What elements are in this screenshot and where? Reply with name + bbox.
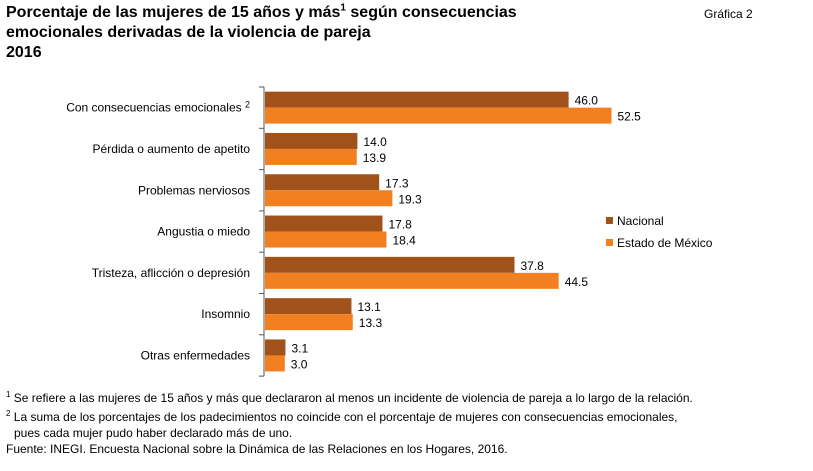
source-note: Fuente: INEGI. Encuesta Nacional sobre l… xyxy=(6,442,508,456)
data-label: 13.1 xyxy=(357,300,381,314)
bar-nacional xyxy=(265,215,383,232)
bar-chart: Con consecuencias emocionales 2 46.0 52.5 P… xyxy=(66,86,713,377)
data-label: 17.8 xyxy=(388,218,412,232)
bar-estado-de-mexico xyxy=(265,148,357,165)
data-label: 19.3 xyxy=(398,192,422,206)
bar-estado-de-mexico xyxy=(265,272,559,289)
data-label: 52.5 xyxy=(618,110,642,124)
footnotes: 1 Se refiere a las mujeres de 15 años y … xyxy=(6,387,806,457)
bar-estado-de-mexico xyxy=(265,190,393,207)
bar-estado-de-mexico xyxy=(265,314,353,331)
bar-nacional xyxy=(265,298,352,315)
data-label: 44.5 xyxy=(565,275,589,289)
data-label: 17.3 xyxy=(385,176,409,190)
data-label: 3.1 xyxy=(291,341,308,355)
legend-swatch xyxy=(606,217,613,224)
bar-nacional xyxy=(265,91,569,108)
category-label: Con consecuencias emocionales 2 xyxy=(66,100,250,115)
data-label: 13.3 xyxy=(359,316,383,330)
bar-estado-de-mexico xyxy=(265,355,285,372)
title-footnote-mark: 1 xyxy=(340,2,346,14)
category-label: Otras enfermedades xyxy=(141,348,250,362)
footnote-2-continuation: pues cada mujer pudo haber declarado más… xyxy=(14,426,293,440)
title-year: 2016 xyxy=(6,44,42,61)
bar-estado-de-mexico xyxy=(265,107,612,124)
title-line2: emocionales derivadas de la violencia de… xyxy=(6,24,371,41)
bar-nacional xyxy=(265,132,358,149)
category-label: Insomnio xyxy=(201,307,250,321)
category-label: Problemas nerviosos xyxy=(138,183,250,197)
footnote-2: 2 La suma de los porcentajes de los pade… xyxy=(6,409,678,424)
bar-nacional xyxy=(265,339,286,356)
bar-nacional xyxy=(265,256,515,273)
data-label: 18.4 xyxy=(392,234,416,248)
title-line1-rest: según consecuencias xyxy=(345,4,517,21)
footnote-1: 1 Se refiere a las mujeres de 15 años y … xyxy=(6,390,693,405)
figure-number: Gráfica 2 xyxy=(704,7,753,21)
data-label: 14.0 xyxy=(363,135,387,149)
category-label: Pérdida o aumento de apetito xyxy=(93,142,251,156)
data-label: 3.0 xyxy=(291,357,308,371)
legend-label: Estado de México xyxy=(617,236,713,250)
data-label: 46.0 xyxy=(575,94,599,108)
data-label: 13.9 xyxy=(363,151,387,165)
bar-estado-de-mexico xyxy=(265,231,387,248)
category-label: Tristeza, aflicción o depresión xyxy=(92,266,250,280)
legend-swatch xyxy=(606,239,613,246)
category-label: Angustia o miedo xyxy=(157,225,250,239)
data-label: 37.8 xyxy=(520,259,544,273)
chart-title: Porcentaje de las mujeres de 15 años y m… xyxy=(6,3,626,63)
title-line1: Porcentaje de las mujeres de 15 años y m… xyxy=(6,4,341,21)
legend-label: Nacional xyxy=(617,214,664,228)
bar-nacional xyxy=(265,174,380,191)
